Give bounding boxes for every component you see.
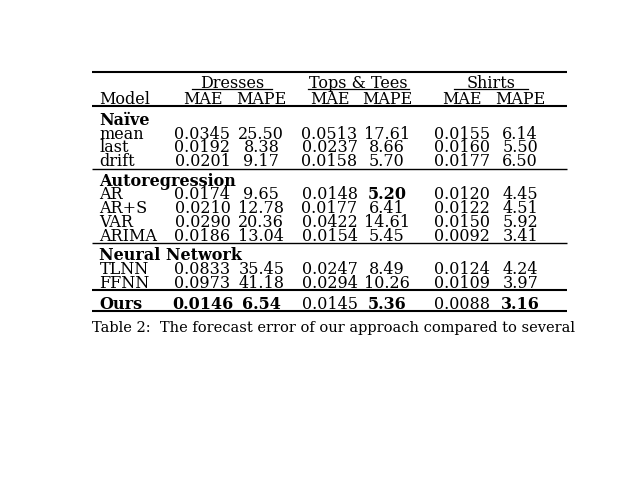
- Text: Model: Model: [99, 91, 150, 108]
- Text: 0.0122: 0.0122: [434, 200, 490, 217]
- Text: 4.51: 4.51: [502, 200, 538, 217]
- Text: 0.0973: 0.0973: [174, 275, 230, 292]
- Text: last: last: [99, 140, 129, 156]
- Text: AR+S: AR+S: [99, 200, 147, 217]
- Text: 9.17: 9.17: [243, 153, 279, 170]
- Text: 5.70: 5.70: [369, 153, 404, 170]
- Text: 0.0186: 0.0186: [174, 228, 230, 245]
- Text: 0.0833: 0.0833: [174, 261, 230, 278]
- Text: 4.24: 4.24: [502, 261, 538, 278]
- Text: 10.26: 10.26: [364, 275, 410, 292]
- Text: TLNN: TLNN: [99, 261, 148, 278]
- Text: 8.66: 8.66: [369, 140, 405, 156]
- Text: 20.36: 20.36: [239, 214, 284, 231]
- Text: 0.0192: 0.0192: [175, 140, 230, 156]
- Text: MAPE: MAPE: [495, 91, 545, 108]
- Text: Tops & Tees: Tops & Tees: [309, 75, 408, 92]
- Text: Shirts: Shirts: [467, 75, 516, 92]
- Text: 0.0294: 0.0294: [301, 275, 358, 292]
- Text: 8.49: 8.49: [369, 261, 404, 278]
- Text: 0.0150: 0.0150: [434, 214, 490, 231]
- Text: 0.0237: 0.0237: [301, 140, 358, 156]
- Text: 5.20: 5.20: [367, 187, 406, 203]
- Text: Ours: Ours: [99, 296, 143, 313]
- Text: 0.0092: 0.0092: [434, 228, 490, 245]
- Text: AR: AR: [99, 187, 123, 203]
- Text: 0.0422: 0.0422: [301, 214, 357, 231]
- Text: 0.0290: 0.0290: [175, 214, 230, 231]
- Text: MAPE: MAPE: [236, 91, 287, 108]
- Text: 6.41: 6.41: [369, 200, 404, 217]
- Text: Naïve: Naïve: [99, 112, 150, 129]
- Text: 0.0177: 0.0177: [434, 153, 490, 170]
- Text: 41.18: 41.18: [238, 275, 284, 292]
- Text: 5.45: 5.45: [369, 228, 404, 245]
- Text: 3.97: 3.97: [502, 275, 538, 292]
- Text: 4.45: 4.45: [502, 187, 538, 203]
- Text: 3.41: 3.41: [502, 228, 538, 245]
- Text: 0.0154: 0.0154: [301, 228, 358, 245]
- Text: 25.50: 25.50: [239, 126, 284, 143]
- Text: 6.14: 6.14: [502, 126, 538, 143]
- Text: MAE: MAE: [310, 91, 349, 108]
- Text: 3.16: 3.16: [500, 296, 540, 313]
- Text: FFNN: FFNN: [99, 275, 150, 292]
- Text: 5.50: 5.50: [502, 140, 538, 156]
- Text: 0.0210: 0.0210: [175, 200, 230, 217]
- Text: drift: drift: [99, 153, 135, 170]
- Text: Neural Network: Neural Network: [99, 247, 243, 264]
- Text: 0.0088: 0.0088: [434, 296, 490, 313]
- Text: 6.50: 6.50: [502, 153, 538, 170]
- Text: 12.78: 12.78: [238, 200, 284, 217]
- Text: 0.0247: 0.0247: [301, 261, 358, 278]
- Text: 0.0124: 0.0124: [434, 261, 490, 278]
- Text: ARIMA: ARIMA: [99, 228, 157, 245]
- Text: 0.0174: 0.0174: [175, 187, 230, 203]
- Text: 0.0155: 0.0155: [434, 126, 490, 143]
- Text: 14.61: 14.61: [364, 214, 410, 231]
- Text: 0.0145: 0.0145: [301, 296, 358, 313]
- Text: 0.0160: 0.0160: [434, 140, 490, 156]
- Text: 0.0109: 0.0109: [434, 275, 490, 292]
- Text: 17.61: 17.61: [364, 126, 410, 143]
- Text: Dresses: Dresses: [200, 75, 264, 92]
- Text: 0.0345: 0.0345: [175, 126, 230, 143]
- Text: 13.04: 13.04: [239, 228, 284, 245]
- Text: 0.0148: 0.0148: [301, 187, 358, 203]
- Text: 35.45: 35.45: [238, 261, 284, 278]
- Text: 0.0201: 0.0201: [175, 153, 230, 170]
- Text: 0.0177: 0.0177: [301, 200, 358, 217]
- Text: 0.0513: 0.0513: [301, 126, 358, 143]
- Text: MAPE: MAPE: [362, 91, 412, 108]
- Text: 5.92: 5.92: [502, 214, 538, 231]
- Text: Autoregression: Autoregression: [99, 173, 236, 190]
- Text: mean: mean: [99, 126, 144, 143]
- Text: VAR: VAR: [99, 214, 133, 231]
- Text: 0.0146: 0.0146: [172, 296, 233, 313]
- Text: 9.65: 9.65: [243, 187, 279, 203]
- Text: 0.0158: 0.0158: [301, 153, 358, 170]
- Text: 6.54: 6.54: [242, 296, 281, 313]
- Text: MAE: MAE: [182, 91, 222, 108]
- Text: MAE: MAE: [442, 91, 482, 108]
- Text: 0.0120: 0.0120: [434, 187, 490, 203]
- Text: 8.38: 8.38: [243, 140, 279, 156]
- Text: 5.36: 5.36: [367, 296, 406, 313]
- Text: Table 2:  The forecast error of our approach compared to several: Table 2: The forecast error of our appro…: [92, 321, 575, 335]
